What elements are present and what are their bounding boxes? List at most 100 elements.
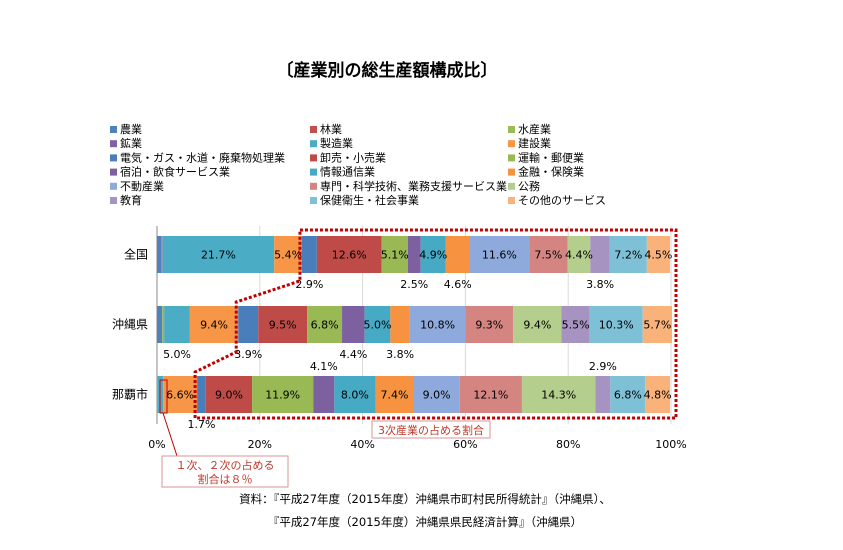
legend-label: 水産業 (518, 123, 551, 136)
data-label: 2.9% (295, 278, 323, 291)
bar-segment (189, 306, 239, 343)
bar-segment (645, 376, 670, 413)
bar-segment (590, 236, 610, 273)
data-label: 4.6% (444, 278, 472, 291)
bar-segment (157, 236, 162, 273)
data-label: 3.9% (234, 348, 262, 361)
bar-segment (301, 236, 317, 273)
bar-segment (390, 306, 410, 343)
legend-label: 専門・科学技術、業務支援サービス業 (320, 179, 507, 193)
bar-segment (420, 236, 446, 273)
bar-segment (610, 376, 646, 413)
bar-segment (334, 376, 376, 413)
data-label: 21.7% (201, 249, 236, 262)
data-label: 10.8% (420, 319, 455, 332)
legend-label: 保健衛生・社会事業 (320, 193, 419, 207)
category-label: 全国 (124, 247, 148, 262)
bars (157, 236, 673, 413)
legend-label: 農業 (120, 122, 142, 136)
legend-swatch (508, 126, 515, 133)
data-label: 3.8% (386, 348, 414, 361)
bar-segment (162, 306, 164, 343)
tertiary-callout-box (371, 420, 491, 439)
data-label: 11.9% (265, 389, 300, 402)
bar-segment (162, 236, 163, 273)
legend-label: 運輸・郵便業 (518, 150, 584, 164)
data-label: 7.5% (534, 249, 562, 262)
legend-swatch (508, 168, 515, 176)
bar-segment (409, 306, 466, 343)
tertiary-callout-text: 3次産業の占める割合 (378, 423, 484, 437)
bar-segment (197, 376, 206, 413)
legend-label: その他のサービス (518, 194, 606, 207)
x-tick-label: 100% (655, 438, 686, 451)
legend-label: 林業 (320, 122, 342, 136)
data-label: 5.1% (381, 249, 409, 262)
data-label: 4.1% (310, 360, 338, 373)
data-label: 5.4% (274, 249, 302, 262)
data-label: 12.6% (332, 249, 367, 262)
data-label: 7.4% (380, 389, 408, 402)
data-label: 10.3% (599, 319, 634, 332)
data-labels: 21.7% 5.4% 12.6% 5.1% 4.9% 11.6% 7.5% 4.4% 7.2% 4… (163, 249, 672, 432)
bar-segment (252, 376, 314, 413)
chart-title: 〔産業別の総生産額構成比〕 (277, 60, 498, 81)
bar-segment (313, 376, 335, 413)
legend-swatch (310, 197, 317, 204)
data-label: 4.9% (419, 249, 447, 262)
legend-swatch (110, 140, 117, 148)
bar-segment (561, 306, 590, 343)
legend-label: 教育 (120, 193, 142, 207)
legend-swatch (508, 182, 515, 190)
bar-segment (513, 306, 562, 343)
bar-segment (307, 306, 343, 343)
legend-swatch (310, 168, 317, 176)
legend-swatch (110, 154, 117, 162)
bar-segment (161, 236, 163, 273)
bar-segment (163, 376, 198, 413)
bar-segment (375, 376, 414, 413)
legend-label: 電気・ガス・水道・廃棄物処理業 (120, 150, 285, 164)
bar-segment (163, 306, 165, 343)
data-label: 11.6% (482, 249, 517, 262)
bar-segment (316, 236, 382, 273)
legend-label: 情報通信業 (320, 166, 375, 179)
source-line-1: 資料：『平成27年度（2015年度）沖縄県市町村民所得統計』（沖縄県）、 (239, 492, 611, 506)
category-label: 那覇市 (112, 387, 148, 402)
data-label: 9.0% (215, 389, 243, 402)
legend-label: 宿泊・飲食サービス業 (120, 165, 230, 179)
legend-swatch (110, 126, 117, 133)
primary-secondary-callout-text: １次、２次の占める (176, 458, 275, 472)
data-label: 4.5% (644, 249, 672, 262)
x-tick-label: 60% (453, 438, 477, 451)
data-label: 7.2% (614, 249, 642, 262)
legend-swatch (110, 168, 117, 176)
legend-swatch (508, 154, 515, 162)
x-axis-ticks: 0% 20% 40% 60% 80% 100% (148, 438, 686, 451)
legend-label: 製造業 (320, 136, 353, 150)
data-label: 8.0% (341, 389, 369, 402)
bar-segment (238, 306, 259, 343)
primary-secondary-callout-text: 割合は８％ (198, 472, 253, 486)
bar-segment (445, 236, 470, 273)
category-label: 沖縄県 (112, 317, 148, 332)
bar-segment (157, 306, 163, 343)
data-label: 5.5% (562, 319, 590, 332)
data-label: 5.0% (364, 319, 392, 332)
legend-swatch (508, 197, 515, 204)
data-label: 6.6% (166, 389, 194, 402)
bar-segment (646, 236, 670, 273)
data-label: 9.4% (523, 319, 551, 332)
data-label: 1.7% (187, 418, 215, 431)
data-label: 2.9% (589, 360, 617, 373)
legend-swatch (310, 126, 317, 133)
bar-segment (258, 306, 308, 343)
bar-segment (364, 306, 391, 343)
x-tick-label: 80% (556, 438, 580, 451)
bar-segment (459, 376, 522, 413)
legend-label: 鉱業 (120, 136, 142, 150)
legend-label: 不動産業 (120, 179, 164, 193)
